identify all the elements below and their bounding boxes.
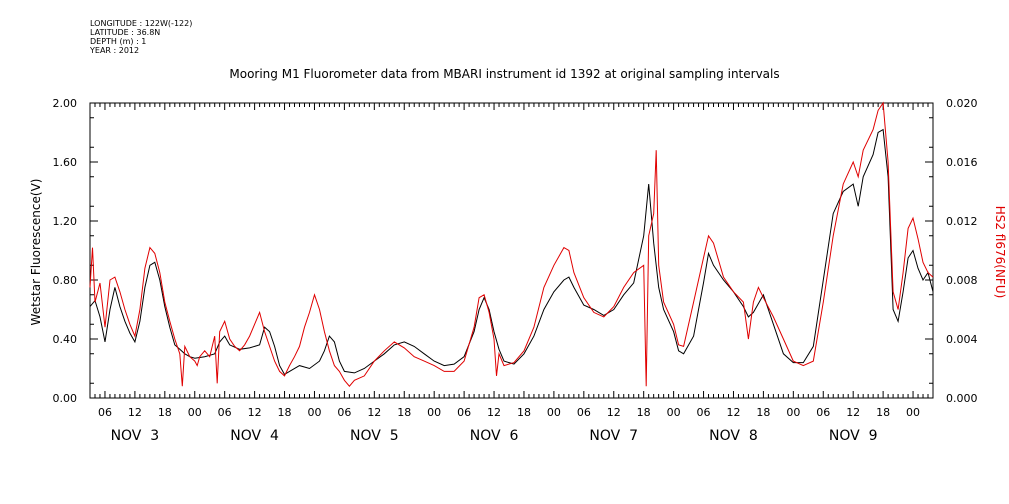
x-tick-label: 06 [816, 406, 830, 419]
x-day-label: NOV 5 [350, 428, 399, 444]
y-axis-label-left: Wetstar Fluorescence(V) [29, 179, 43, 326]
y-tick-label-left: 2.00 [53, 97, 78, 110]
x-tick-label: 18 [517, 406, 531, 419]
y-tick-label-right: 0.008 [946, 274, 978, 287]
series-group [89, 101, 934, 387]
x-tick-label: 12 [367, 406, 381, 419]
x-tick-label: 06 [457, 406, 471, 419]
y-tick-label-right: 0.016 [946, 156, 978, 169]
x-tick-label: 12 [128, 406, 142, 419]
metadata-block: LONGITUDE : 122W(-122) LATITUDE : 36.8N … [90, 19, 192, 55]
longitude-label: LONGITUDE : 122W(-122) [90, 19, 193, 28]
plot-frame [89, 102, 934, 399]
x-tick-label: 18 [397, 406, 411, 419]
x-tick-label: 00 [667, 406, 681, 419]
y-axis-label-right: HS2 fl676(NFU) [993, 206, 1007, 299]
x-tick-label: 00 [427, 406, 441, 419]
y-tick-label-left: 1.60 [53, 156, 78, 169]
x-tick-label: 00 [786, 406, 800, 419]
y-tick-label-right: 0.020 [946, 97, 978, 110]
x-tick-label: 12 [248, 406, 262, 419]
series-hs2-line [89, 101, 934, 387]
x-day-label: NOV 4 [230, 428, 279, 444]
x-tick-label: 18 [876, 406, 890, 419]
axes-group: 06 12 18 00 06 12 18 00 06 12 18 00 06 12 18 00 06 12 18 00… [53, 97, 978, 444]
latitude-label: LATITUDE : 36.8N [90, 28, 161, 37]
x-tick-label: 06 [218, 406, 232, 419]
y-tick-label-right: 0.004 [946, 333, 978, 346]
x-day-label: NOV 3 [111, 428, 160, 444]
x-tick-label: 00 [906, 406, 920, 419]
x-tick-label: 18 [756, 406, 770, 419]
y-tick-label-right: 0.012 [946, 215, 978, 228]
x-tick-label: 18 [158, 406, 172, 419]
x-tick-label: 00 [188, 406, 202, 419]
x-tick-label: 12 [846, 406, 860, 419]
x-day-label: NOV 8 [709, 428, 758, 444]
x-tick-label: 00 [547, 406, 561, 419]
x-tick-label: 18 [278, 406, 292, 419]
x-tick-label: 06 [337, 406, 351, 419]
x-tick-label: 06 [577, 406, 591, 419]
x-tick-label: 12 [607, 406, 621, 419]
year-label: YEAR : 2012 [90, 46, 140, 55]
x-day-label: NOV 9 [829, 428, 878, 444]
x-day-label: NOV 7 [589, 428, 638, 444]
x-tick-label: 12 [487, 406, 501, 419]
depth-label: DEPTH (m) : 1 [90, 37, 147, 46]
x-tick-label: 18 [637, 406, 651, 419]
y-tick-label-left: 0.40 [53, 333, 78, 346]
x-tick-label: 06 [697, 406, 711, 419]
y-tick-label-left: 1.20 [53, 215, 78, 228]
y-tick-label-left: 0.80 [53, 274, 78, 287]
x-tick-label: 00 [307, 406, 321, 419]
y-tick-label-right: 0.000 [946, 392, 978, 405]
x-tick-label: 12 [726, 406, 740, 419]
y-tick-label-left: 0.00 [53, 392, 78, 405]
x-day-label: NOV 6 [470, 428, 519, 444]
series-wetstar-line [89, 128, 934, 376]
chart-title: Mooring M1 Fluorometer data from MBARI i… [229, 67, 780, 81]
x-tick-label: 06 [98, 406, 112, 419]
